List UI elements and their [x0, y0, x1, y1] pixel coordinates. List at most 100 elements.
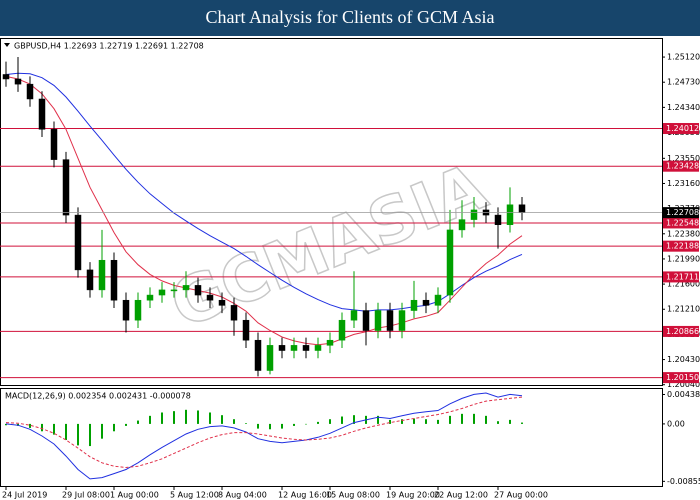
- candle-body: [470, 209, 478, 220]
- candle-body: [350, 310, 358, 321]
- macd-histogram-bar: [305, 423, 307, 425]
- macd-histogram-bar: [413, 418, 415, 424]
- y-tick-label: 1.21600: [667, 280, 700, 289]
- last-price-tag: [663, 207, 699, 219]
- candle-body: [494, 214, 502, 226]
- macd-histogram-bar: [197, 410, 199, 424]
- macd-histogram-bar: [125, 423, 127, 426]
- x-tick-label: 27 Aug 00:00: [494, 491, 548, 500]
- macd-histogram-bar: [245, 423, 247, 424]
- candle-body: [266, 345, 274, 371]
- level-tag: [663, 325, 699, 337]
- candle-body: [314, 345, 322, 351]
- candle-body: [362, 310, 370, 331]
- macd-histogram-bar: [89, 423, 91, 447]
- macd-main-line: [5, 392, 523, 480]
- candle-body: [374, 310, 382, 331]
- symbol-info: GBPUSD,H4 1.22693 1.22719 1.22691 1.2270…: [14, 42, 204, 51]
- candle-body: [338, 319, 346, 341]
- candle-body: [86, 269, 94, 291]
- macd-histogram-bar: [233, 419, 235, 424]
- macd-histogram-bar: [353, 415, 355, 424]
- candle-body: [386, 310, 394, 331]
- candle-body: [14, 78, 22, 85]
- candle-body: [38, 98, 46, 130]
- candle-body: [518, 204, 526, 213]
- level-label: 1.20866: [666, 327, 699, 336]
- candle-body: [98, 259, 106, 291]
- level-tag: [663, 240, 699, 252]
- candle-body: [26, 83, 34, 100]
- level-tag: [663, 123, 699, 135]
- y-tick-label: 1.23160: [667, 179, 700, 188]
- y-tick-label: 1.20430: [667, 355, 700, 364]
- macd-histogram-bar: [65, 423, 67, 441]
- candle-body: [146, 294, 154, 301]
- candle-body: [290, 345, 298, 351]
- candle-body: [182, 285, 190, 291]
- macd-histogram-bar: [389, 419, 391, 424]
- macd-signal-line: [5, 396, 523, 469]
- macd-histogram-bar: [257, 423, 259, 429]
- candle-body: [62, 159, 70, 216]
- macd-pane: [0, 388, 663, 487]
- x-tick-label: 19 Aug 20:00: [386, 491, 440, 500]
- macd-histogram-bar: [425, 419, 427, 424]
- x-tick-label: 24 Jul 2019: [2, 491, 47, 500]
- macd-histogram-bar: [497, 421, 499, 424]
- macd-histogram-bar: [185, 409, 187, 424]
- macd-histogram-bar: [149, 415, 151, 424]
- candle-body: [122, 299, 130, 321]
- macd-histogram-bar: [485, 415, 487, 424]
- level-label: 1.24012: [666, 124, 699, 133]
- candle-body: [134, 299, 142, 321]
- macd-histogram-bar: [113, 423, 115, 432]
- candle-body: [170, 289, 178, 292]
- x-tick-label: 5 Aug 12:00: [170, 491, 219, 500]
- candle-body: [206, 294, 214, 301]
- level-label: 1.22548: [666, 218, 699, 227]
- candle-body: [302, 345, 310, 351]
- macd-histogram-bar: [293, 423, 295, 426]
- candle-body: [278, 345, 286, 351]
- macd-histogram-bar: [509, 419, 511, 424]
- candle-body: [2, 74, 10, 80]
- candle-body: [434, 294, 442, 306]
- macd-title: MACD(12,26,9) 0.002354 0.002431 -0.00007…: [5, 392, 191, 401]
- macd-histogram-bar: [41, 423, 43, 432]
- symbol-arrow: [4, 43, 10, 47]
- x-tick-label: 8 Aug 04:00: [218, 491, 267, 500]
- candle-body: [410, 299, 418, 311]
- macd-histogram-bar: [77, 423, 79, 446]
- last-price-label: 1.22708: [666, 208, 699, 217]
- macd-histogram-bar: [209, 412, 211, 424]
- level-tag: [663, 160, 699, 172]
- level-tag: [663, 217, 699, 229]
- y-tick-label: 1.23550: [667, 154, 700, 163]
- candle-body: [398, 310, 406, 331]
- watermark: GCMASIA: [161, 150, 497, 343]
- candle-body: [218, 299, 226, 306]
- macd-histogram-bar: [377, 415, 379, 424]
- y-tick-label: 1.24730: [667, 78, 700, 87]
- candle-body: [326, 339, 334, 346]
- y-tick-label: 1.20040: [667, 380, 700, 389]
- page-title: Chart Analysis for Clients of GCM Asia: [206, 7, 495, 27]
- x-tick-label: 29 Jul 08:00: [62, 491, 110, 500]
- price-pane: [0, 38, 663, 386]
- candle-body: [110, 259, 118, 301]
- x-tick-label: 22 Aug 12:00: [434, 491, 488, 500]
- macd-histogram-bar: [437, 419, 439, 424]
- macd-histogram-bar: [5, 423, 7, 426]
- y-tick-label: 1.24340: [667, 103, 700, 112]
- macd-y-tick-label: 0.004383: [667, 390, 700, 399]
- macd-histogram-bar: [221, 415, 223, 424]
- y-tick-label: 1.22380: [667, 229, 700, 238]
- level-label: 1.20150: [666, 373, 699, 382]
- candle-body: [194, 285, 202, 296]
- candle-body: [50, 129, 58, 160]
- x-tick-label: 1 Aug 00:00: [110, 491, 159, 500]
- candle-body: [254, 339, 262, 371]
